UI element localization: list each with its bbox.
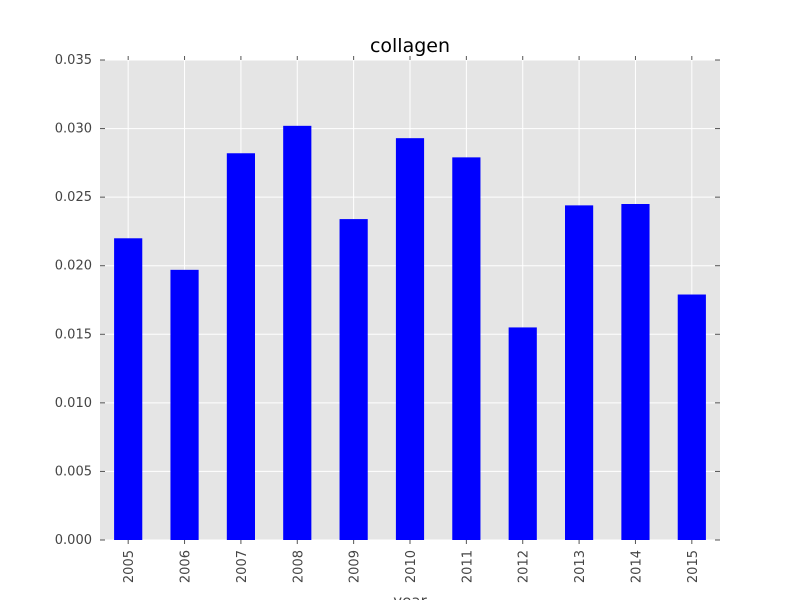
x-tick-label: 2011 [460, 550, 475, 583]
x-tick-label: 2010 [404, 550, 419, 583]
x-tick-label: 2012 [517, 550, 532, 583]
x-tick-label: 2015 [686, 550, 701, 583]
axis-ticks [100, 56, 720, 544]
x-tick-label: 2005 [122, 550, 137, 583]
bar-2011 [452, 157, 481, 540]
y-tick-label: 0.035 [55, 53, 92, 68]
x-tick-labels: 2005 2006 2007 2008 2009 2010 2011 2012 2013 2014… [122, 550, 701, 583]
y-tick-label: 0.015 [55, 327, 92, 342]
y-tick-label: 0.010 [55, 396, 92, 411]
x-tick-label: 2009 [348, 550, 363, 583]
x-tick-label: 2006 [179, 550, 194, 583]
bar-2009 [339, 219, 368, 541]
y-tick-label: 0.005 [55, 464, 92, 479]
y-tick-label: 0.020 [55, 259, 92, 274]
bar-2015 [677, 294, 706, 540]
x-tick-label: 2007 [235, 550, 250, 583]
y-tick-label: 0.000 [55, 533, 92, 548]
bar-2010 [395, 138, 425, 540]
y-tick-label: 0.025 [55, 190, 92, 205]
bar-2013 [565, 205, 594, 540]
bar-2012 [508, 327, 537, 540]
bar-2008 [283, 125, 312, 540]
y-tick-label: 0.030 [55, 122, 92, 137]
bar-2007 [226, 153, 255, 540]
bar-2006 [170, 269, 199, 540]
y-tick-labels: 0.000 0.005 0.010 0.015 0.020 0.025 0.030 0.035 [55, 53, 92, 548]
bar-2005 [114, 238, 143, 541]
x-tick-label: 2013 [573, 550, 588, 583]
x-tick-label: 2014 [629, 550, 644, 583]
x-axis-title: year [393, 592, 427, 600]
bar-2014 [621, 204, 650, 540]
x-tick-label: 2008 [291, 550, 306, 583]
chart-title: collagen [370, 35, 450, 57]
bars [114, 125, 706, 541]
